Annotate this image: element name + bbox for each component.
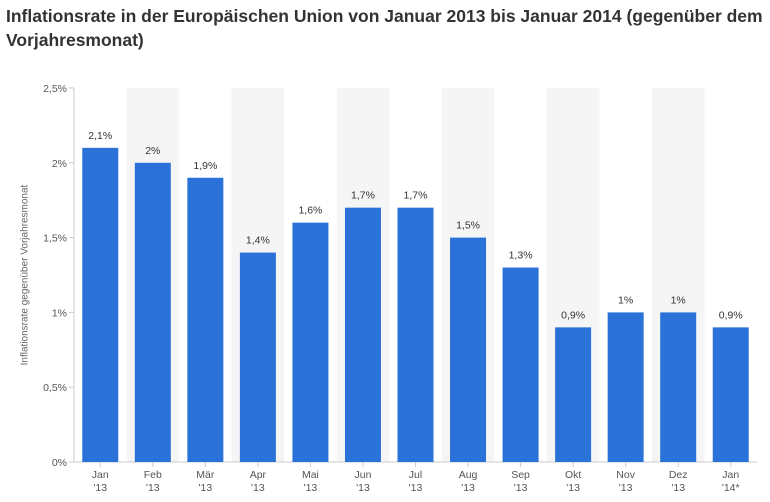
data-label: 1,9%	[193, 160, 217, 172]
y-tick-label: 1%	[52, 307, 67, 319]
x-tick-label: '13	[304, 482, 318, 494]
x-tick-label: Mai	[302, 469, 319, 481]
data-label: 1,7%	[351, 190, 375, 202]
x-tick-label: '13	[671, 482, 685, 494]
x-tick-label: '13	[146, 482, 160, 494]
x-tick-label: Dez	[669, 469, 688, 481]
x-tick-label: Sep	[511, 469, 530, 481]
x-tick-label: Nov	[616, 469, 635, 481]
x-tick-label: '13	[514, 482, 528, 494]
x-tick-label: '13	[356, 482, 370, 494]
data-label: 2,1%	[88, 130, 112, 142]
data-label: 1,5%	[456, 220, 480, 232]
data-label: 0,9%	[719, 309, 743, 321]
y-tick-label: 1,5%	[43, 233, 67, 245]
data-label: 1,7%	[404, 190, 428, 202]
x-tick-label: '13	[461, 482, 475, 494]
data-label: 1,4%	[246, 235, 270, 247]
x-tick-label: '13	[251, 482, 265, 494]
x-tick-label: Apr	[250, 469, 267, 481]
x-tick-label: Okt	[565, 469, 581, 481]
bar	[607, 312, 644, 462]
bar	[660, 312, 697, 462]
chart-title: Inflationsrate in der Europäischen Union…	[6, 6, 763, 50]
y-tick-label: 2%	[52, 158, 67, 170]
y-tick-label: 0%	[52, 457, 67, 469]
y-tick-label: 0,5%	[43, 382, 67, 394]
x-tick-label: '13	[409, 482, 423, 494]
bar	[134, 162, 171, 463]
bar	[555, 327, 592, 462]
bar	[344, 207, 381, 462]
x-tick-label: Aug	[459, 469, 478, 481]
data-label: 1%	[671, 294, 686, 306]
data-label: 1,6%	[298, 205, 322, 217]
x-tick-label: '14*	[722, 482, 740, 494]
bar	[502, 267, 539, 462]
bar	[292, 222, 329, 462]
data-label: 1%	[618, 294, 633, 306]
x-tick-label: Mär	[196, 469, 215, 481]
x-tick-label: Jan	[92, 469, 109, 481]
bar	[82, 147, 119, 462]
bar	[712, 327, 749, 462]
data-label: 1,3%	[509, 250, 533, 262]
x-tick-label: Jul	[409, 469, 422, 481]
x-tick-label: '13	[619, 482, 633, 494]
data-label: 0,9%	[561, 309, 585, 321]
x-tick-label: Jan	[722, 469, 739, 481]
x-tick-label: '13	[93, 482, 107, 494]
bar	[239, 252, 276, 462]
bar	[187, 177, 224, 462]
x-tick-label: '13	[566, 482, 580, 494]
y-tick-label: 2,5%	[43, 83, 67, 95]
bar	[397, 207, 434, 462]
x-tick-label: Feb	[144, 469, 162, 481]
bar	[450, 237, 487, 462]
data-label: 2%	[145, 145, 160, 157]
x-tick-label: '13	[199, 482, 213, 494]
x-tick-label: Jun	[354, 469, 371, 481]
